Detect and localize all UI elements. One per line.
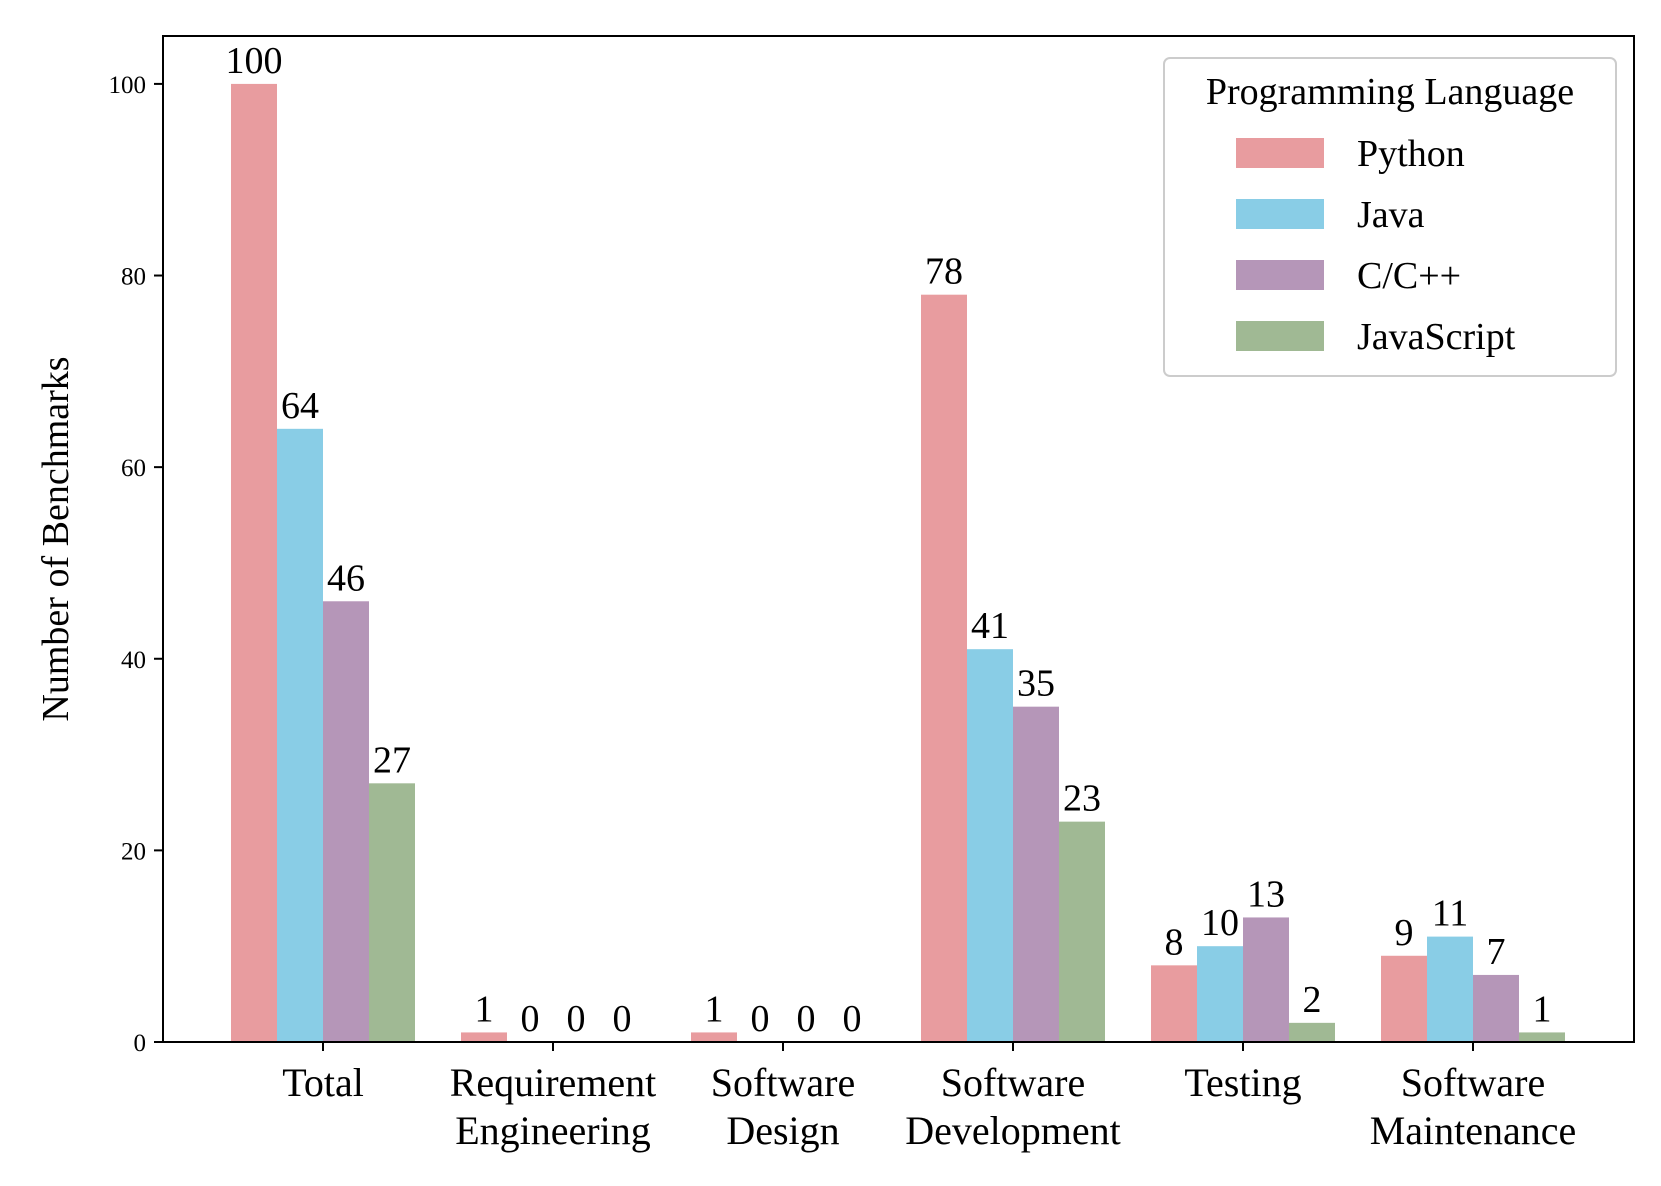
- legend-swatch: [1236, 321, 1324, 351]
- bar-python: [921, 294, 967, 1043]
- value-label: 1: [475, 988, 494, 1030]
- y-tick-label: 40: [121, 647, 146, 674]
- bar-java: [1197, 946, 1243, 1042]
- y-tick-label: 80: [121, 264, 146, 291]
- bar-c-c-: [1013, 706, 1059, 1042]
- bar-python: [461, 1032, 507, 1042]
- bar-python: [231, 83, 277, 1042]
- legend-title: Programming Language: [1206, 71, 1574, 113]
- legend-swatch: [1236, 260, 1324, 290]
- bar-javascript: [369, 783, 415, 1042]
- legend: Programming Language Python Java C/C++ Java…: [1163, 57, 1617, 377]
- bars: [231, 83, 1565, 1043]
- value-label: 0: [843, 998, 862, 1040]
- value-label: 10: [1201, 902, 1239, 944]
- bar-javascript: [1059, 821, 1105, 1042]
- value-label: 11: [1432, 893, 1469, 935]
- value-label: 13: [1247, 873, 1285, 915]
- value-label: 100: [226, 40, 283, 82]
- value-label: 0: [567, 998, 586, 1040]
- value-label: 64: [281, 385, 319, 427]
- legend-swatch: [1236, 199, 1324, 229]
- bar-c-c-: [1473, 974, 1519, 1042]
- category-label: Total: [282, 1060, 364, 1105]
- value-label: 23: [1063, 778, 1101, 820]
- y-tick-label: 100: [109, 72, 147, 99]
- value-label: 27: [373, 739, 411, 781]
- value-label: 46: [327, 557, 365, 599]
- bar-java: [967, 649, 1013, 1042]
- y-axis: 0 20 40 60 80 100: [109, 72, 163, 1057]
- y-tick-label: 0: [134, 1030, 147, 1057]
- legend-label: JavaScript: [1357, 316, 1516, 358]
- x-axis: Total Requirement Engineering Software Desig…: [282, 1042, 1576, 1153]
- value-label: 7: [1487, 931, 1506, 973]
- value-label: 1: [1533, 988, 1552, 1030]
- legend-label: C/C++: [1357, 255, 1461, 297]
- bar-python: [1151, 965, 1197, 1042]
- plot-frame: [162, 35, 1635, 1043]
- legend-items: Python Java C/C++ JavaScript: [1236, 133, 1516, 358]
- y-tick-label: 60: [121, 455, 146, 482]
- category-label: Software Maintenance: [1370, 1060, 1577, 1153]
- legend-label: Python: [1357, 133, 1465, 175]
- value-label: 78: [925, 251, 963, 293]
- category-label: Software Development: [905, 1060, 1121, 1153]
- value-label: 1: [705, 988, 724, 1030]
- value-label: 9: [1395, 912, 1414, 954]
- legend-swatch: [1236, 138, 1324, 168]
- y-tick-label: 20: [121, 838, 146, 865]
- legend-label: Java: [1357, 194, 1425, 236]
- value-label: 0: [613, 998, 632, 1040]
- category-label: Requirement Engineering: [450, 1060, 657, 1153]
- value-label: 8: [1165, 921, 1184, 963]
- value-label: 0: [521, 998, 540, 1040]
- bar-c-c-: [323, 601, 369, 1042]
- bar-c-c-: [1243, 917, 1289, 1042]
- bar-java: [277, 428, 323, 1042]
- value-label: 0: [751, 998, 770, 1040]
- bar-javascript: [1289, 1022, 1335, 1042]
- category-label: Software Design: [711, 1060, 855, 1153]
- value-label: 35: [1017, 663, 1055, 705]
- y-axis-title: Number of Benchmarks: [35, 356, 77, 721]
- bar-python: [691, 1032, 737, 1042]
- value-label: 41: [971, 605, 1009, 647]
- category-label: Testing: [1184, 1060, 1301, 1105]
- bar-javascript: [1519, 1032, 1565, 1042]
- legend-box: [1163, 57, 1617, 377]
- value-label: 0: [797, 998, 816, 1040]
- bar-java: [1427, 936, 1473, 1042]
- bar-python: [1381, 955, 1427, 1042]
- value-label: 2: [1303, 979, 1322, 1021]
